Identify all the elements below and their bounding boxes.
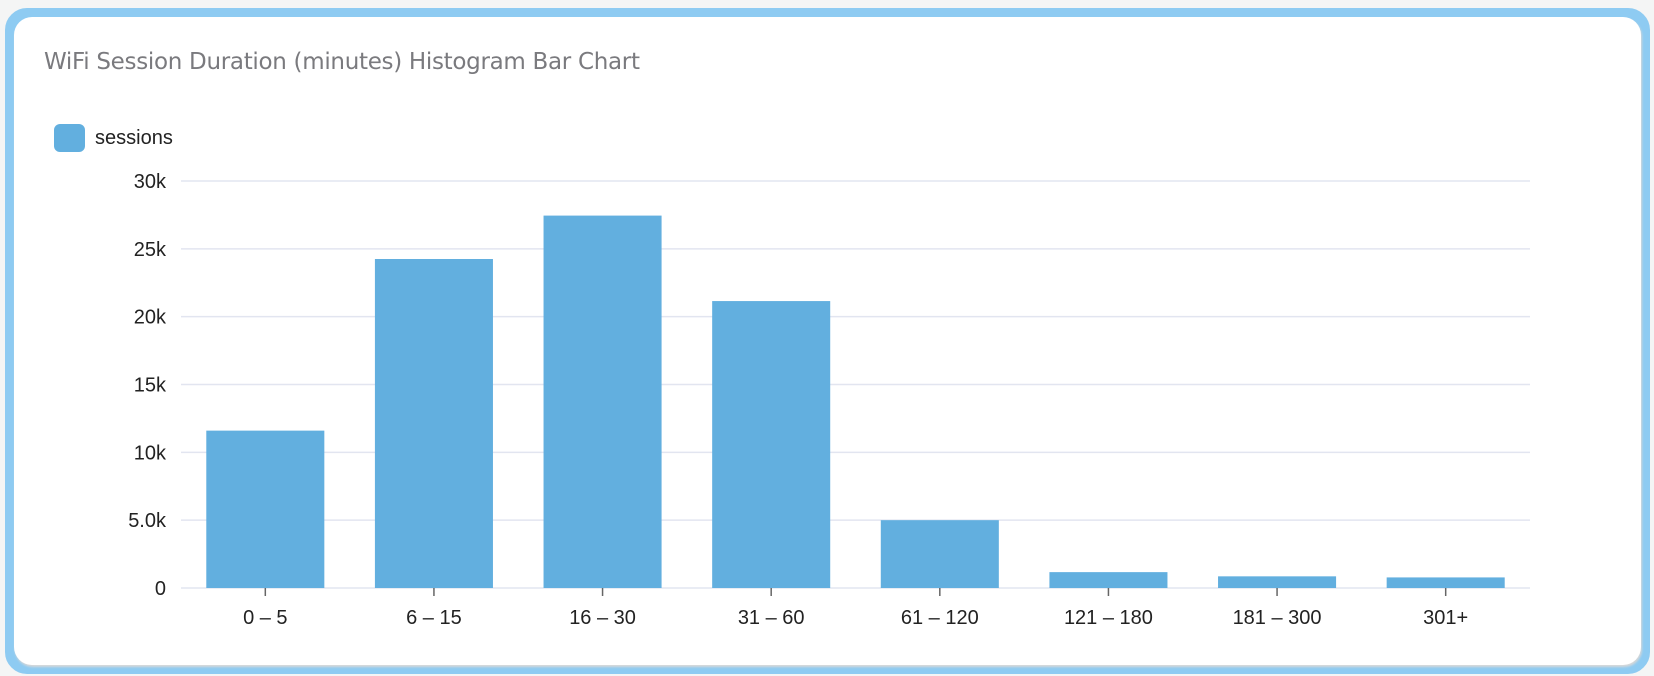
bar[interactable] <box>374 259 493 588</box>
bar[interactable] <box>206 430 325 588</box>
x-tick-label: 121 – 180 <box>1064 607 1153 629</box>
bar[interactable] <box>1218 576 1337 588</box>
bar[interactable] <box>1049 572 1168 588</box>
legend-swatch <box>54 124 85 152</box>
x-tick-label: 16 – 30 <box>569 607 636 629</box>
x-tick-label: 181 – 300 <box>1233 607 1322 629</box>
bar[interactable] <box>880 520 999 588</box>
bar[interactable] <box>712 301 831 588</box>
x-tick-label: 301+ <box>1423 607 1468 629</box>
y-tick-label: 0 <box>155 578 166 600</box>
y-tick-label: 15k <box>134 375 167 397</box>
x-tick-label: 31 – 60 <box>738 607 805 629</box>
y-tick-label: 25k <box>134 239 167 261</box>
chart-title: WiFi Session Duration (minutes) Histogra… <box>44 49 640 75</box>
x-tick-label: 0 – 5 <box>243 607 287 629</box>
bar[interactable] <box>1386 577 1505 588</box>
y-tick-label: 20k <box>134 307 167 329</box>
y-tick-label: 5.0k <box>128 510 167 532</box>
legend[interactable]: sessions <box>54 124 173 152</box>
y-tick-label: 30k <box>134 171 167 193</box>
bar[interactable] <box>543 215 662 588</box>
x-tick-label: 61 – 120 <box>901 607 979 629</box>
x-tick-label: 6 – 15 <box>406 607 462 629</box>
legend-label: sessions <box>95 126 173 149</box>
y-tick-label: 10k <box>134 442 167 464</box>
